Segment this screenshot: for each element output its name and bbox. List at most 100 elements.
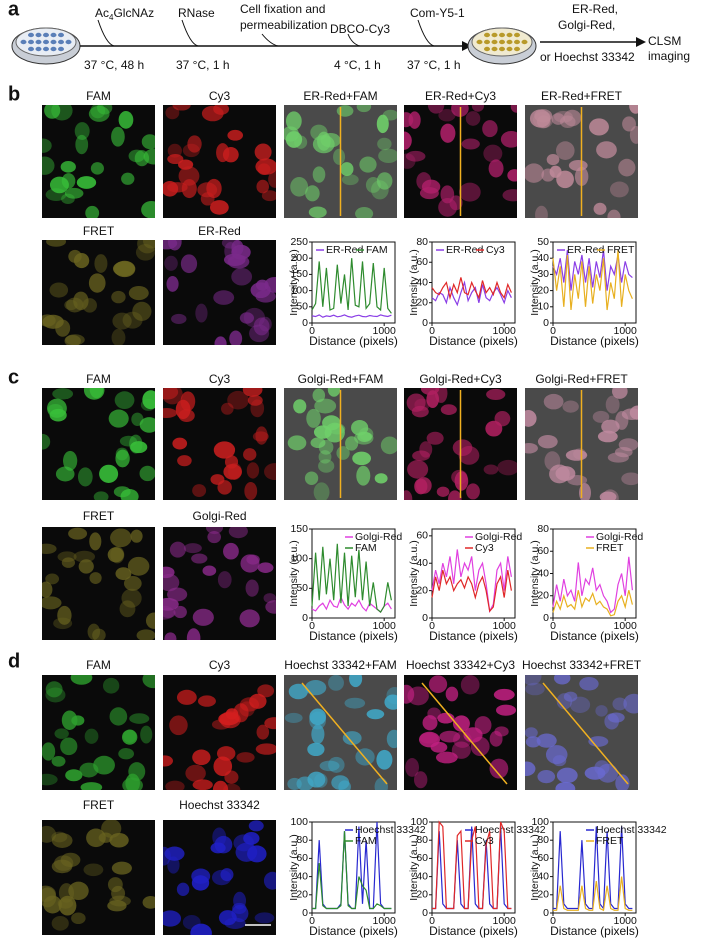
y-tick-label: 10 <box>537 301 549 313</box>
well <box>514 32 520 38</box>
legend-label: FAM <box>355 542 377 554</box>
panel-label: c <box>8 366 19 388</box>
cell <box>496 704 517 716</box>
cell <box>285 111 302 131</box>
cell <box>314 398 337 414</box>
cell <box>259 316 272 332</box>
well <box>521 39 528 45</box>
series-line <box>311 258 392 314</box>
x-axis-label: Distance (pixels) <box>309 629 398 643</box>
cell <box>242 388 263 397</box>
x-tick-label: 0 <box>550 915 556 927</box>
cell <box>629 105 638 114</box>
cell <box>579 677 599 691</box>
y-tick-label: 40 <box>416 870 428 882</box>
panel-label: d <box>8 650 20 672</box>
cell <box>601 489 619 500</box>
micrograph <box>404 105 517 218</box>
cell <box>61 193 75 205</box>
cell <box>57 551 77 563</box>
cell <box>89 572 102 584</box>
cell <box>376 749 393 770</box>
cells <box>42 527 155 640</box>
micrograph <box>42 388 155 500</box>
image-title: Hoechst 33342+FRET <box>522 658 642 672</box>
cell <box>176 882 190 897</box>
result: imaging <box>648 49 690 63</box>
legend-label: FAM <box>355 835 377 847</box>
y-axis-label: Intensity (a.u.) <box>529 540 541 607</box>
cell <box>163 407 178 418</box>
cell <box>63 450 78 471</box>
well <box>28 32 34 38</box>
cell <box>111 290 126 304</box>
well <box>506 32 513 38</box>
cell <box>386 729 397 749</box>
well <box>50 46 57 52</box>
cell <box>210 474 225 485</box>
cell <box>382 109 397 121</box>
cells <box>163 684 276 790</box>
cell <box>231 268 253 286</box>
cell <box>553 675 571 685</box>
micrograph <box>404 675 517 790</box>
cell <box>212 780 229 790</box>
cell <box>313 425 332 439</box>
x-tick-label: 1000 <box>372 915 396 927</box>
cell <box>109 707 128 726</box>
y-tick-label: 20 <box>416 889 428 901</box>
x-axis-label: Distance (pixels) <box>429 629 518 643</box>
cell <box>287 435 307 451</box>
cell <box>439 730 461 743</box>
stain: Golgi-Red, <box>558 18 615 32</box>
cell <box>584 766 606 780</box>
cell <box>249 324 270 343</box>
cell <box>73 253 90 269</box>
series-line <box>552 556 633 614</box>
well <box>28 46 34 52</box>
cell <box>312 388 326 403</box>
cell <box>140 725 153 744</box>
series-line <box>431 280 512 307</box>
cell <box>525 736 541 748</box>
cell <box>65 769 83 782</box>
cell <box>366 709 385 720</box>
cell <box>318 459 335 473</box>
legend-label: FRET <box>596 542 624 554</box>
cell <box>345 436 359 451</box>
legend-label: Cy3 <box>475 835 494 847</box>
cell <box>119 600 136 618</box>
y-tick-label: 60 <box>416 530 428 542</box>
cells <box>42 388 155 500</box>
image-title: FAM <box>86 372 111 386</box>
cell <box>563 109 582 127</box>
image-title: Cy3 <box>209 372 231 386</box>
cell <box>169 541 186 558</box>
well <box>499 32 505 38</box>
cell <box>142 390 155 410</box>
cells <box>525 675 638 790</box>
cell <box>61 557 76 568</box>
well <box>20 39 27 45</box>
cell <box>342 731 362 745</box>
cells <box>163 388 276 500</box>
cell <box>195 303 208 323</box>
cell <box>169 715 188 736</box>
cell <box>42 156 55 175</box>
cell <box>177 455 192 467</box>
cell <box>327 388 341 397</box>
wells <box>20 32 72 52</box>
cell <box>253 317 270 336</box>
micrograph <box>525 675 638 790</box>
cells <box>404 675 517 789</box>
cell <box>45 681 63 698</box>
cell <box>376 114 389 134</box>
cell <box>376 172 393 190</box>
well <box>491 32 498 38</box>
cell <box>461 138 480 150</box>
cell <box>66 297 84 313</box>
y-tick-label: 80 <box>296 834 308 846</box>
cell <box>597 430 618 443</box>
micrograph <box>163 820 276 935</box>
series-line <box>431 277 512 301</box>
